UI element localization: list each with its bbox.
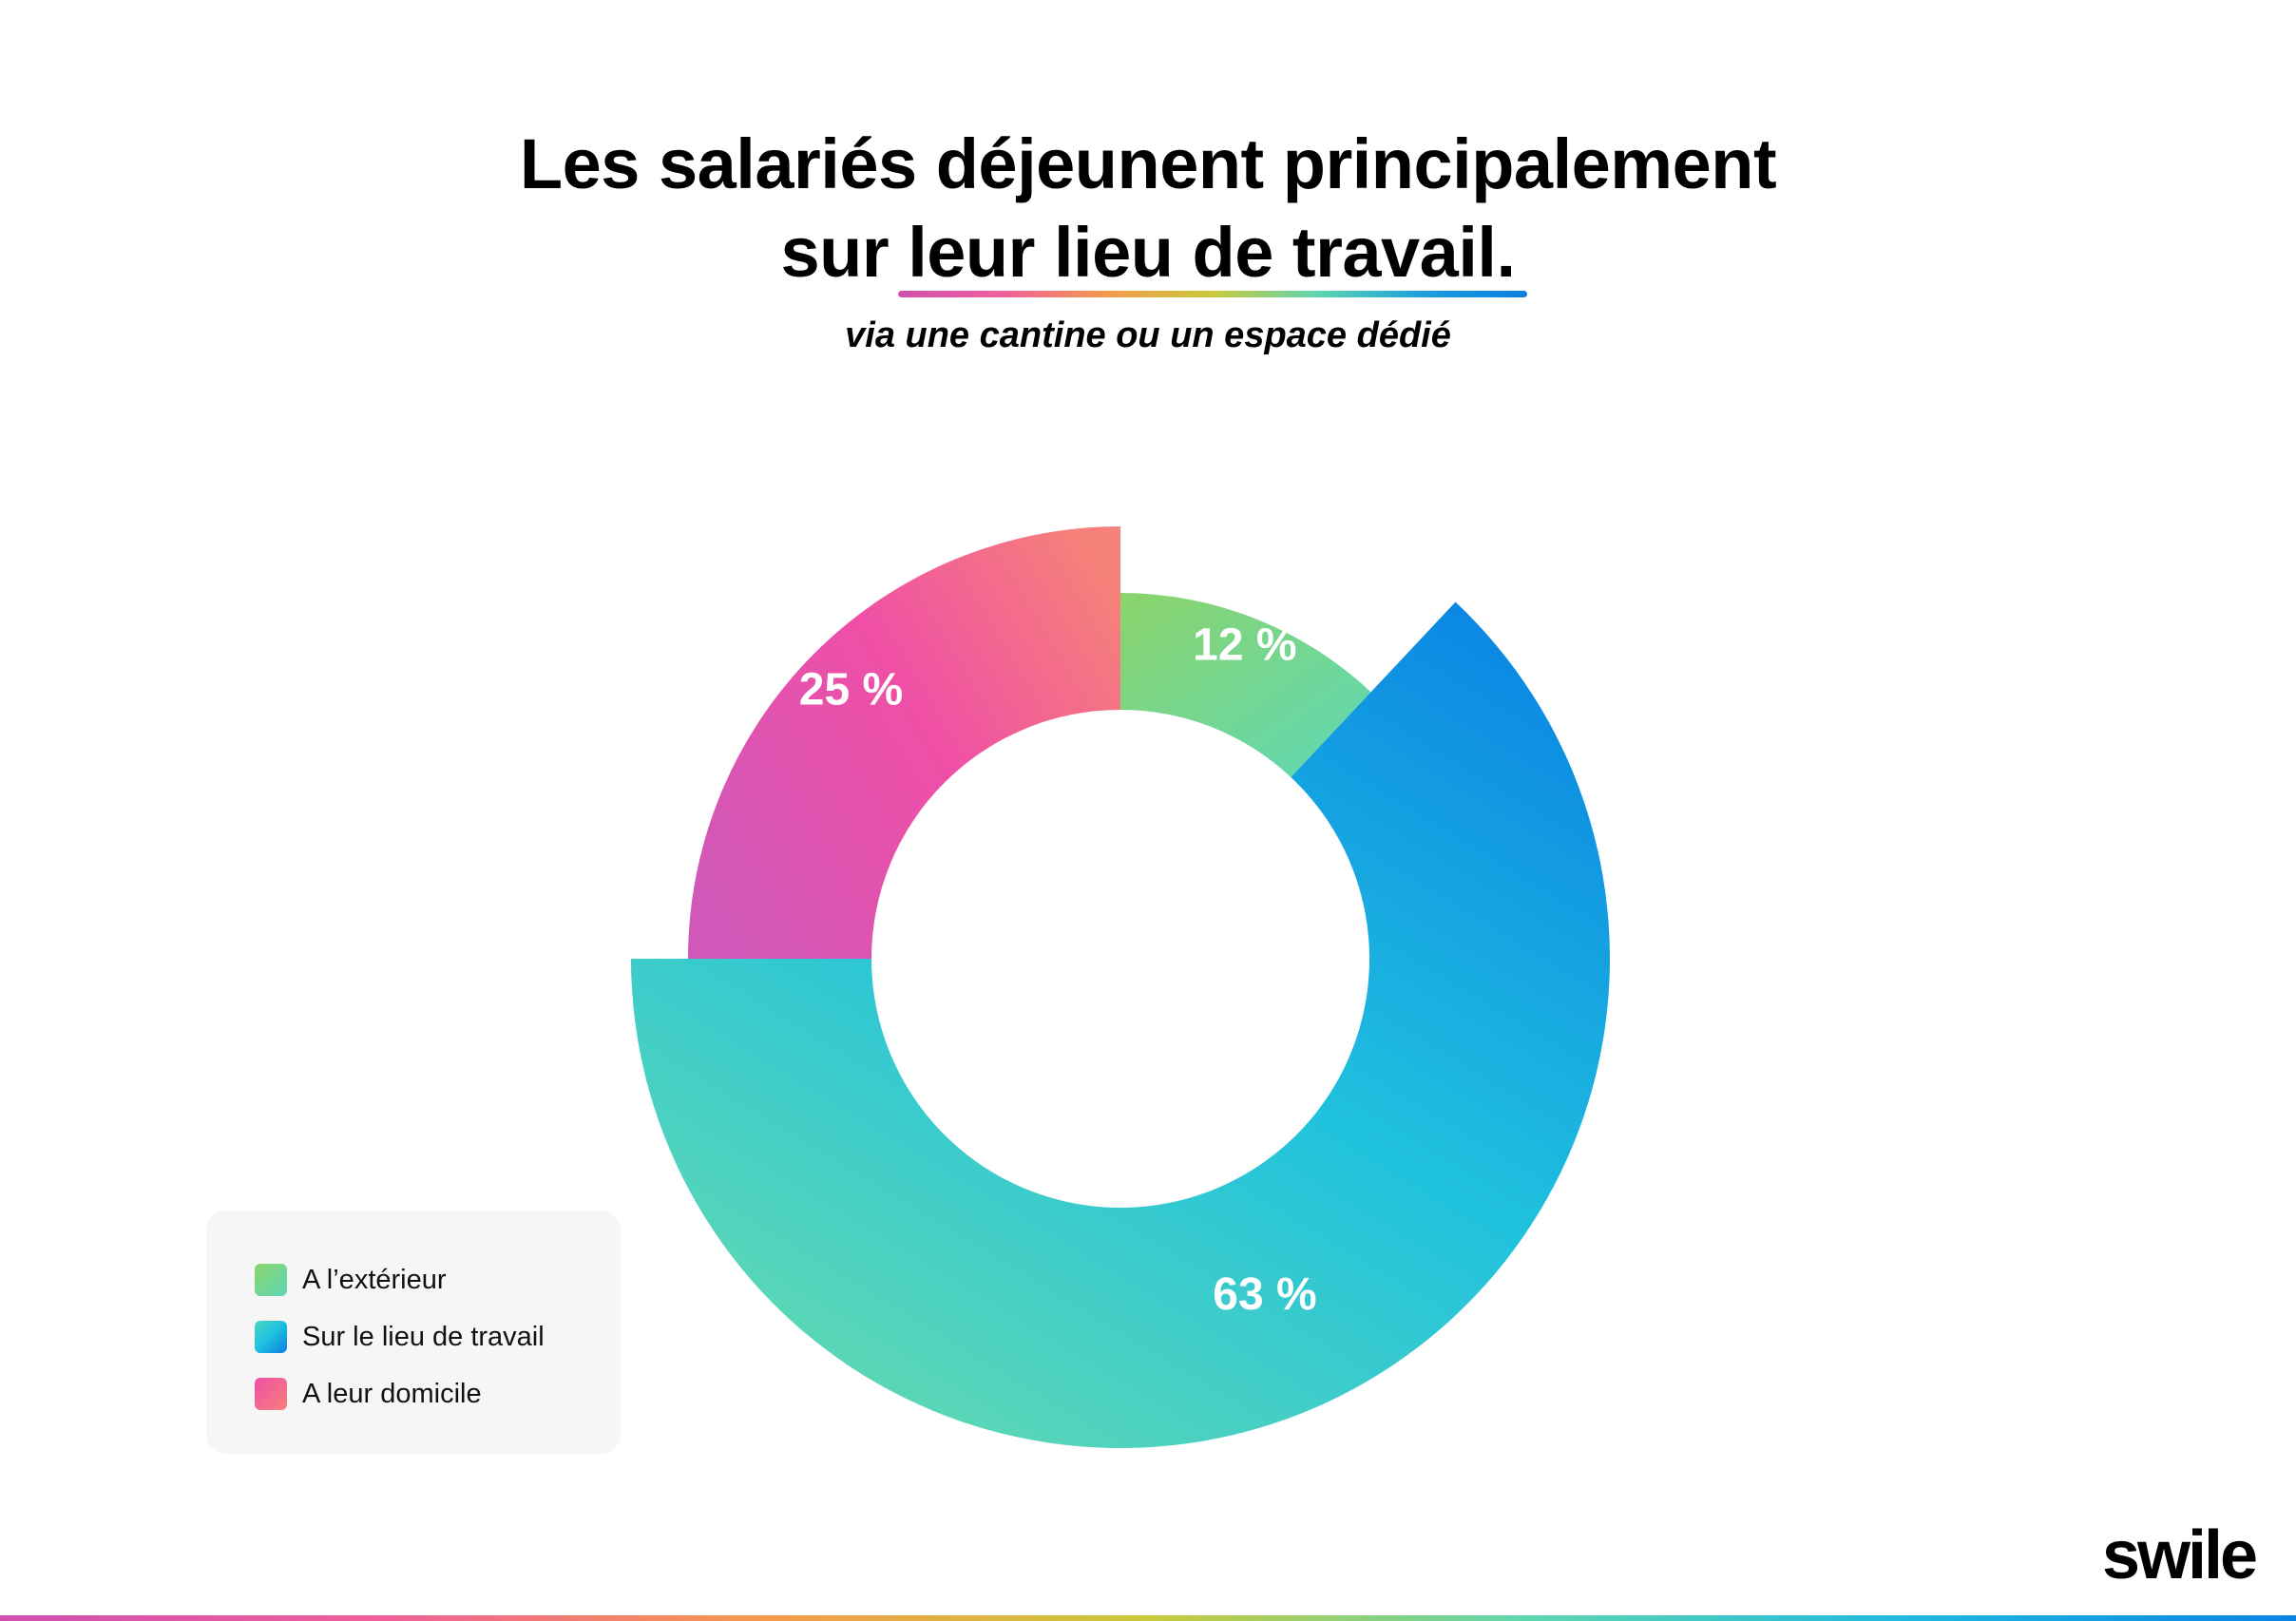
donut-slice-1 [631, 601, 1610, 1449]
legend-item-exterieur: A l’extérieur [255, 1261, 447, 1299]
legend-label: Sur le lieu de travail [302, 1321, 545, 1352]
legend-swatch-green [255, 1264, 287, 1296]
legend-swatch-pink [255, 1378, 287, 1410]
legend-item-travail: Sur le lieu de travail [255, 1318, 545, 1356]
title-line-1: Les salariés déjeunent principalement [519, 124, 1777, 203]
donut-slice-2 [688, 526, 1120, 959]
legend-label: A leur domicile [302, 1378, 482, 1409]
bottom-gradient-bar [0, 1615, 2296, 1621]
legend-item-domicile: A leur domicile [255, 1375, 482, 1413]
legend-swatch-blue [255, 1321, 287, 1353]
subtitle: via une cantine ou un espace dédié [845, 315, 1451, 355]
donut-slice-0 [1120, 593, 1371, 778]
legend: A l’extérieur Sur le lieu de travail A l… [206, 1211, 621, 1454]
data-label-1: 63 % [1213, 1269, 1316, 1320]
data-label-2: 25 % [799, 664, 903, 715]
title-underline [898, 291, 1527, 297]
data-label-0: 12 % [1193, 620, 1296, 670]
swile-logo: swile [2102, 1517, 2258, 1593]
legend-label: A l’extérieur [302, 1264, 447, 1295]
title-line-2: sur leur lieu de travail. [780, 213, 1516, 292]
